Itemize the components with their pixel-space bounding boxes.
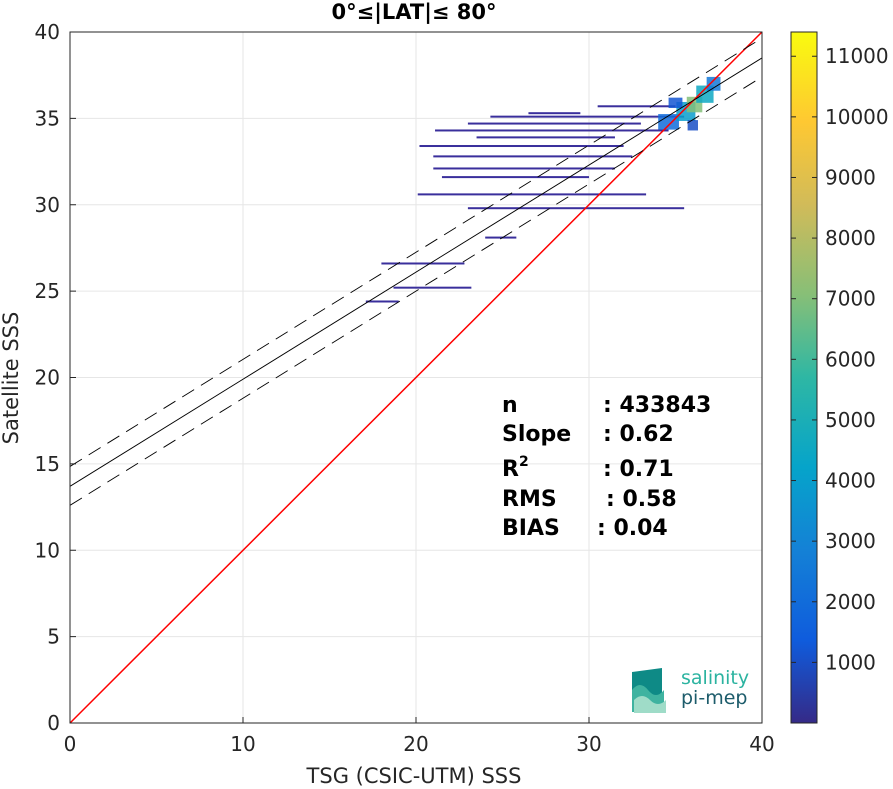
density-segment: [490, 115, 685, 118]
y-tick-label: 30: [35, 193, 60, 217]
density-segment: [597, 105, 676, 108]
colorbar-tick-label: 8000: [825, 226, 876, 250]
x-tick-label: 30: [576, 732, 601, 756]
y-tick-label: 35: [35, 106, 60, 130]
stat-r2-label: R2: [502, 454, 529, 482]
density-segment: [467, 122, 641, 125]
density-cell: [687, 120, 698, 131]
stat-n-label: n: [502, 393, 518, 418]
density-segment: [393, 286, 472, 289]
colorbar-tick-label: 1000: [825, 650, 876, 674]
y-tick-label: 15: [35, 452, 60, 476]
density-cell: [668, 97, 683, 109]
density-core: [658, 76, 721, 131]
colorbar-tick-label: 9000: [825, 165, 876, 189]
colorbar: [790, 31, 818, 724]
salinity-pi-mep-logo: salinity pi-mep: [632, 667, 749, 713]
density-segment: [435, 129, 669, 132]
y-axis-ticks: 0 5 10 15 20 25 30 35 40: [35, 20, 76, 735]
colorbar-tick-label: 3000: [825, 529, 876, 553]
density-segment: [417, 193, 647, 196]
density-segment: [467, 207, 685, 210]
y-tick-label: 10: [35, 538, 60, 562]
y-tick-label: 40: [35, 20, 60, 44]
x-axis-label: TSG (CSIC-UTM) SSS: [306, 764, 522, 788]
stat-rms-value: : 0.58: [606, 487, 677, 512]
colorbar-tick-label: 2000: [825, 590, 876, 614]
fit-line: [70, 57, 762, 487]
density-segment: [365, 300, 399, 303]
density-segment: [419, 145, 624, 148]
stat-n-value: : 433843: [603, 393, 711, 418]
x-tick-label: 0: [64, 732, 77, 756]
x-tick-label: 40: [749, 732, 774, 756]
x-axis-ticks: 0 10 20 30 40: [64, 717, 775, 756]
wave-logo-icon: [632, 668, 666, 713]
colorbar-tick-label: 11000: [825, 44, 889, 68]
density-segment: [476, 136, 615, 139]
density-segment: [381, 262, 465, 265]
stat-rms-label: RMS: [502, 487, 557, 512]
density-segment: [433, 167, 615, 170]
density-segment: [528, 112, 581, 115]
stat-r2-sup: 2: [519, 454, 529, 470]
colorbar-ticks: 1000 2000 3000 4000 5000 6000 7000 8000 9000 1000…: [791, 44, 889, 674]
density-cell: [658, 114, 679, 130]
x-tick-label: 10: [230, 732, 255, 756]
stat-bias-label: BIAS: [502, 516, 560, 541]
colorbar-tick-label: 6000: [825, 347, 876, 371]
colorbar-tick-label: 7000: [825, 287, 876, 311]
logo-line1: salinity: [681, 667, 749, 689]
density-cell: [706, 76, 721, 91]
colorbar-tick-label: 4000: [825, 469, 876, 493]
y-tick-label: 5: [47, 625, 60, 649]
identity-line: [70, 32, 762, 723]
y-tick-label: 0: [47, 711, 60, 735]
fit-plus-line: [70, 37, 762, 467]
density-segments: [365, 105, 685, 303]
regression-lines: [70, 32, 762, 723]
y-axis-label: Satellite SSS: [0, 312, 23, 445]
stat-r2-value: : 0.71: [603, 457, 674, 482]
density-segment: [485, 236, 517, 239]
density-segment: [441, 176, 589, 179]
y-tick-label: 25: [35, 279, 60, 303]
logo-line2: pi-mep: [681, 687, 747, 709]
chart-title: 0°≤|LAT|≤ 80°: [331, 0, 496, 25]
density-segment: [433, 155, 633, 158]
stat-slope-label: Slope: [502, 422, 571, 447]
stats-box: n : 433843 Slope : 0.62 R2 : 0.71 RMS : …: [502, 393, 711, 541]
fit-minus-line: [70, 76, 762, 506]
stat-slope-value: : 0.62: [603, 422, 674, 447]
colorbar-tick-label: 5000: [825, 408, 876, 432]
y-tick-label: 20: [35, 366, 60, 390]
x-tick-label: 20: [403, 732, 428, 756]
stat-bias-value: : 0.04: [597, 516, 668, 541]
colorbar-tick-label: 10000: [825, 105, 889, 129]
